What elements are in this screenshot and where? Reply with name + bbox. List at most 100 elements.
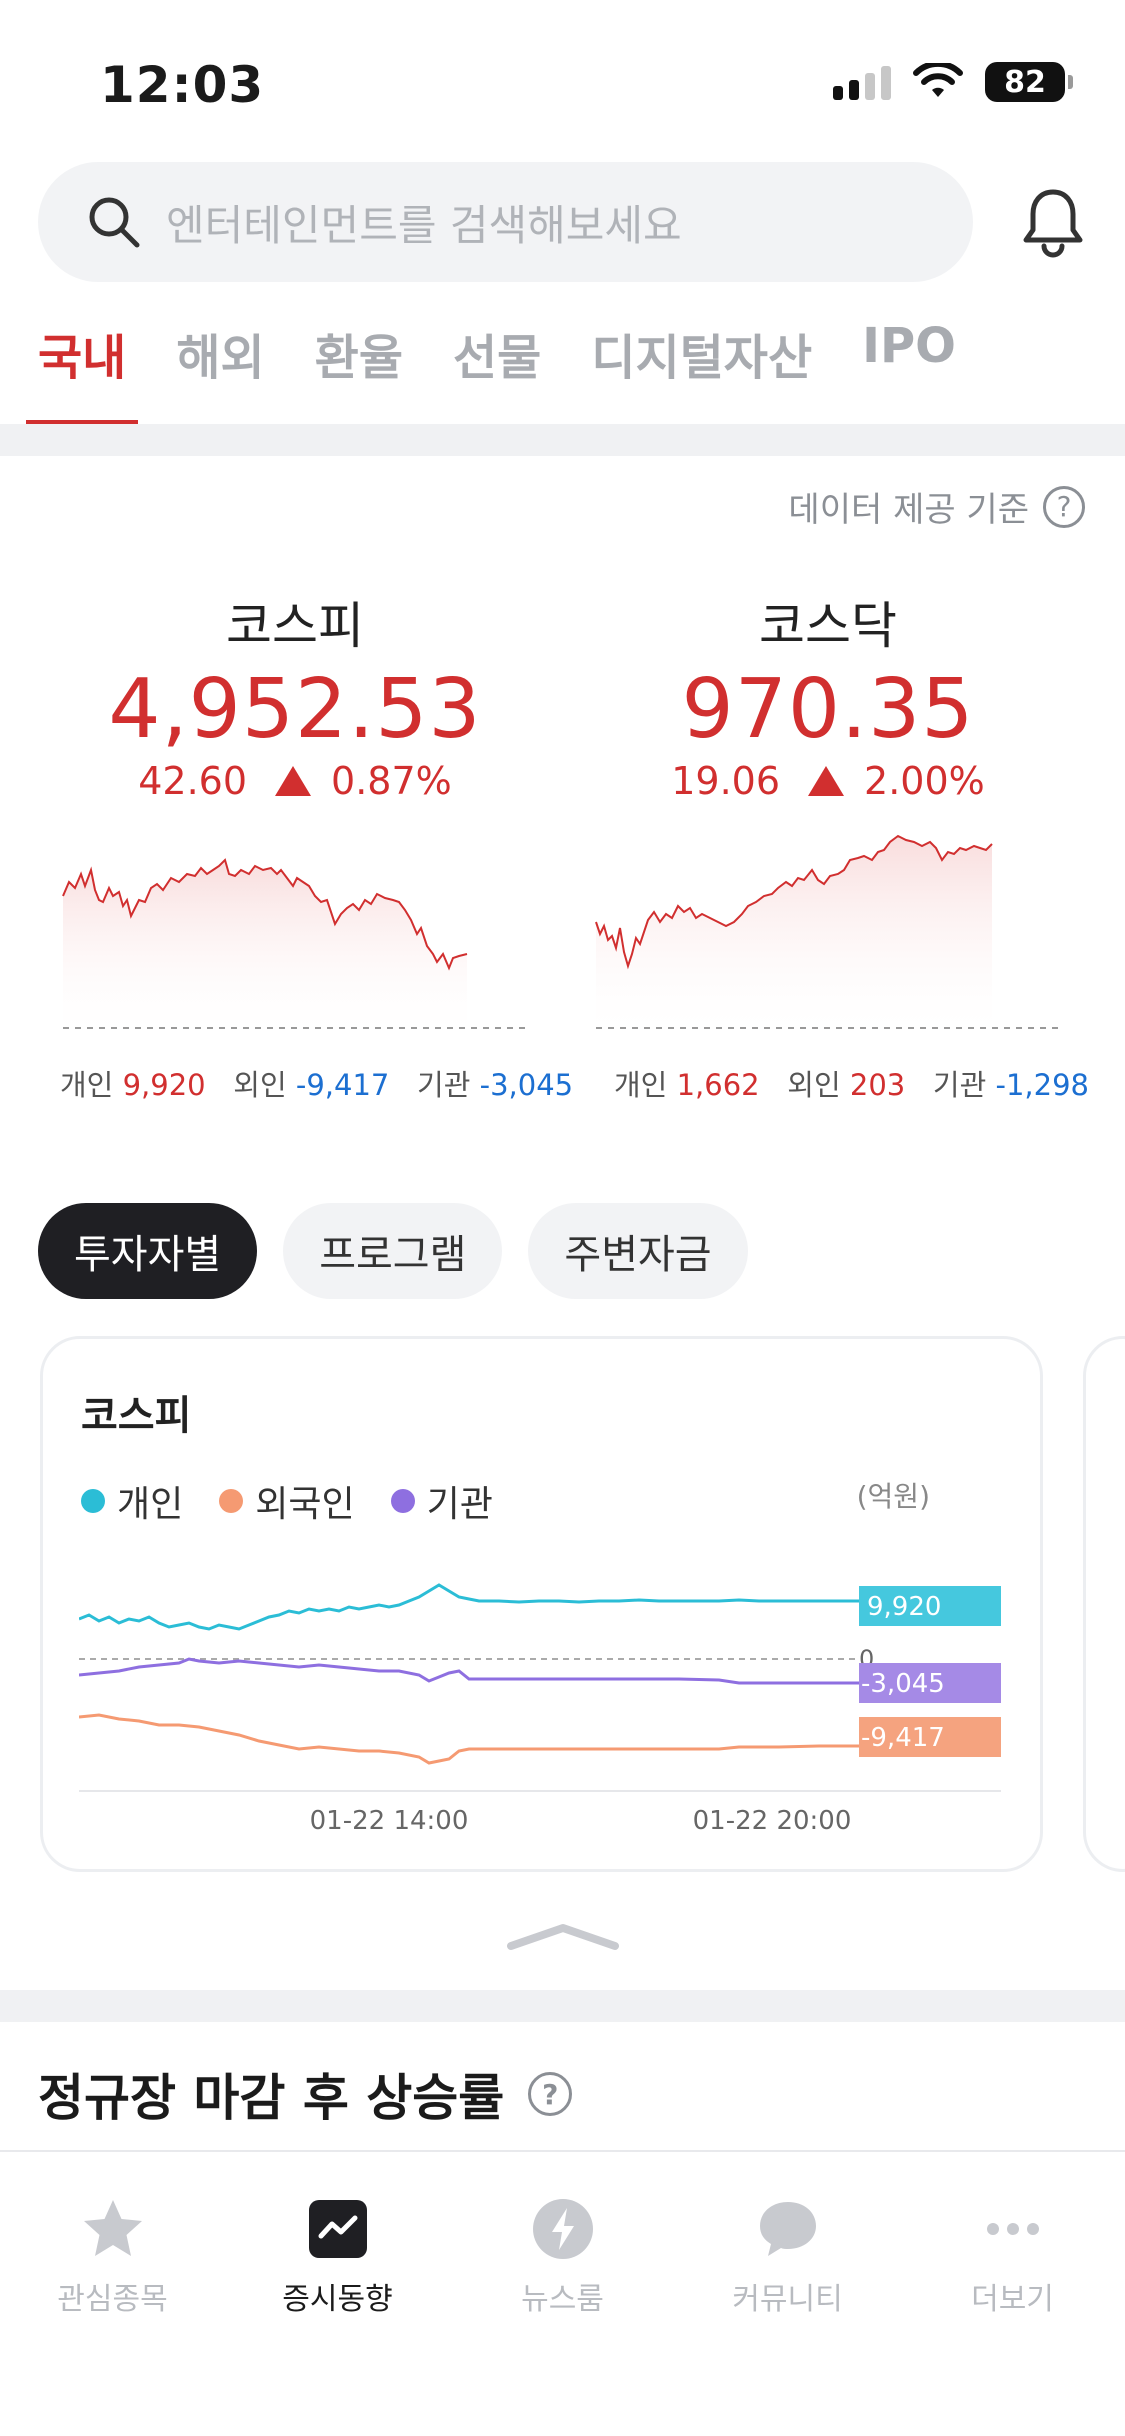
data-basis-info[interactable]: 데이터 제공 기준 ? (788, 482, 1085, 531)
foreign-end-label: -9,417 (861, 1723, 945, 1753)
kospi-sparkline (62, 858, 525, 1040)
flow-individual: 9,920 (122, 1068, 206, 1102)
index-name: 코스닥 (759, 597, 897, 655)
flow-foreign: 203 (849, 1068, 906, 1102)
more-dots-icon (986, 2223, 1039, 2235)
flow-label: 외인 (787, 1068, 841, 1102)
chat-bubble-icon (759, 2202, 816, 2256)
kosdaq-sparkline (595, 834, 1058, 1040)
individual-end-badge (859, 1586, 1001, 1626)
legend-label: 외국인 (255, 1484, 355, 1525)
nav-label: 뉴스룸 (521, 2282, 604, 2317)
individual-line (79, 1583, 859, 1631)
nav-newsroom[interactable]: 뉴스룸 (450, 2152, 675, 2436)
tab-digital-assets[interactable]: 디지털자산 (591, 330, 813, 386)
after-hours-gainers-title: 정규장 마감 후 상승률 ? (38, 2058, 573, 2130)
status-time: 12:03 (100, 56, 265, 114)
legend-dot (219, 1489, 244, 1513)
legend-institution: 기관 (390, 1475, 493, 1527)
individual-end-label: 9,920 (867, 1592, 941, 1622)
institution-line (79, 1657, 859, 1685)
kosdaq-index[interactable]: 코스닥 970.35 19.06 2.00% (588, 586, 1068, 803)
unit-label: (억원) (856, 1480, 930, 1513)
pill-peripheral-funds[interactable]: 주변자금 (528, 1203, 748, 1299)
tab-exchange-rate[interactable]: 환율 (314, 330, 403, 386)
battery-icon: 82 (985, 62, 1073, 102)
bottom-navigation: 관심종목 증시동향 뉴스룸 커뮤니티 더보기 (0, 2150, 1125, 2436)
chart-legend: 개인 외국인 기관 (81, 1475, 493, 1527)
investor-filter-pills: 투자자별 프로그램 주변자금 (38, 1203, 748, 1299)
market-trend-icon (308, 2200, 367, 2258)
bell-icon[interactable] (1020, 186, 1086, 258)
change-amount: 42.60 (138, 759, 248, 803)
flow-institution: -3,045 (479, 1068, 574, 1102)
flow-foreign: -9,417 (295, 1068, 390, 1102)
legend-label: 개인 (117, 1484, 184, 1525)
change-amount: 19.06 (671, 759, 781, 803)
nav-label: 관심종목 (57, 2282, 168, 2317)
section-title-text: 정규장 마감 후 상승률 (38, 2069, 505, 2127)
investor-flow-chart: 9,920 0 -3,045 -9,417 01-22 14:00 01-22 … (79, 1583, 1001, 1836)
up-triangle-icon (808, 766, 845, 796)
nav-watchlist[interactable]: 관심종목 (0, 2152, 225, 2436)
pill-by-investor[interactable]: 투자자별 (38, 1203, 258, 1299)
legend-dot (390, 1489, 415, 1513)
change-percent: 0.87% (331, 759, 452, 803)
next-card-peek[interactable] (1083, 1336, 1125, 1872)
wifi-icon (913, 63, 963, 97)
x-tick: 01-22 14:00 (310, 1806, 469, 1836)
card-title: 코스피 (81, 1393, 192, 1439)
cellular-signal-icon (833, 64, 891, 100)
index-value: 4,952.53 (108, 662, 482, 757)
flow-institution: -1,298 (995, 1068, 1089, 1102)
nav-label: 커뮤니티 (732, 2282, 843, 2317)
market-tabs: 국내 해외 환율 선물 디지털자산 IPO (25, 318, 1006, 426)
foreign-line (79, 1713, 859, 1765)
flow-individual: 1,662 (676, 1068, 760, 1102)
nav-market-trend[interactable]: 증시동향 (225, 2152, 450, 2436)
nav-more[interactable]: 더보기 (900, 2152, 1125, 2436)
nav-community[interactable]: 커뮤니티 (675, 2152, 900, 2436)
up-triangle-icon (275, 766, 312, 796)
flow-label: 개인 (614, 1068, 668, 1102)
data-basis-label: 데이터 제공 기준 (788, 490, 1029, 530)
flow-label: 기관 (417, 1068, 471, 1102)
section-divider (0, 1990, 1125, 2022)
help-icon[interactable]: ? (528, 2072, 573, 2116)
index-change: 42.60 0.87% (55, 759, 535, 803)
change-pct: 0.87% (275, 759, 452, 803)
search-input[interactable]: 엔터테인먼트를 검색해보세요 (38, 162, 973, 282)
pill-program[interactable]: 프로그램 (283, 1203, 503, 1299)
flow-label: 기관 (932, 1068, 987, 1102)
star-icon (83, 2200, 142, 2256)
status-bar: 12:03 82 (0, 0, 1125, 150)
kosdaq-investor-flows: 개인 1,662 외인 203 기관 -1,298 (614, 1062, 1089, 1104)
legend-foreign: 외국인 (219, 1475, 355, 1527)
section-divider (0, 424, 1125, 456)
index-value: 970.35 (681, 662, 975, 757)
index-change: 19.06 2.00% (588, 759, 1068, 803)
foreign-end-badge (859, 1717, 1001, 1757)
tab-domestic[interactable]: 국내 (25, 318, 139, 426)
institution-end-badge (859, 1663, 1001, 1703)
status-icons: 82 (833, 62, 1073, 102)
legend-dot (81, 1489, 105, 1513)
collapse-chevron-icon[interactable] (503, 1920, 623, 1954)
tab-overseas[interactable]: 해외 (176, 330, 265, 386)
investor-flow-card[interactable]: 코스피 개인 외국인 기관 (억원) 9,920 0 -3,045 -9,417 (40, 1336, 1043, 1872)
flow-label: 외인 (233, 1068, 287, 1102)
kospi-investor-flows: 개인 9,920 외인 -9,417 기관 -3,045 (60, 1062, 573, 1104)
nav-label: 더보기 (971, 2282, 1054, 2317)
tab-futures[interactable]: 선물 (452, 330, 542, 386)
lightning-icon (532, 2199, 593, 2259)
change-percent: 2.00% (864, 759, 985, 803)
tab-ipo[interactable]: IPO (862, 318, 956, 374)
institution-end-label: -3,045 (861, 1669, 945, 1699)
help-icon: ? (1043, 485, 1085, 528)
flow-label: 개인 (60, 1068, 114, 1102)
legend-individual: 개인 (81, 1475, 183, 1527)
legend-label: 기관 (426, 1484, 493, 1525)
kospi-index[interactable]: 코스피 4,952.53 42.60 0.87% (55, 586, 535, 803)
index-name: 코스피 (226, 597, 364, 655)
search-placeholder: 엔터테인먼트를 검색해보세요 (166, 200, 682, 250)
